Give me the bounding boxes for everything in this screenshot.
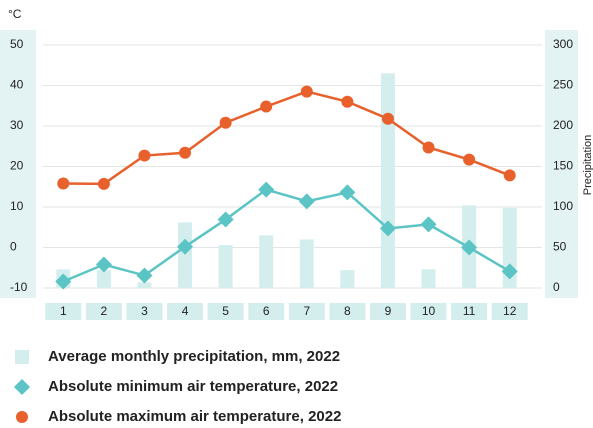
x-tick-label: 6 (263, 304, 270, 318)
y2-tick-label: 50 (553, 240, 567, 254)
circle-marker (300, 85, 313, 98)
diamond-marker (461, 239, 478, 256)
circle-marker (138, 149, 151, 162)
diamond-marker (217, 211, 234, 228)
x-tick-label: 7 (303, 304, 310, 318)
bar (340, 270, 355, 288)
bar (218, 245, 233, 288)
x-tick-box (451, 303, 488, 320)
diamond-marker (95, 256, 112, 273)
line (63, 90, 511, 186)
x-tick-label: 10 (422, 304, 436, 318)
y-tick-label: 30 (10, 118, 24, 132)
circle-marker (341, 95, 354, 108)
y2-tick-label: 200 (553, 118, 573, 132)
x-tick-box (288, 303, 325, 320)
line (62, 188, 511, 283)
bar (259, 235, 274, 288)
x-tick-box (167, 303, 204, 320)
bar (137, 282, 152, 288)
x-tick-box (248, 303, 285, 320)
bar (421, 269, 436, 288)
y-tick-label: 50 (10, 37, 24, 51)
diamond-marker (55, 273, 72, 290)
y2-tick-label: 150 (553, 159, 573, 173)
x-tick-box (126, 303, 163, 320)
diamond-marker (420, 216, 437, 233)
diamond-marker (379, 220, 396, 237)
circle-marker (57, 177, 70, 190)
x-tick-box (491, 303, 528, 320)
x-tick-box (207, 303, 244, 320)
x-tick-label: 1 (60, 304, 67, 318)
diamond-marker (501, 263, 518, 280)
x-tick-box (45, 303, 82, 320)
x-tick-label: 2 (101, 304, 108, 318)
y2-axis-label: Precipitation (582, 135, 593, 196)
bar (299, 239, 314, 288)
diamond-marker (136, 267, 153, 284)
x-tick-box (85, 303, 122, 320)
legend-label: Average monthly precipitation, mm, 2022 (48, 348, 340, 365)
x-tick-label: 9 (385, 304, 392, 318)
x-tick-label: 12 (503, 304, 517, 318)
y-tick-label: 20 (10, 159, 24, 173)
circle-marker (260, 100, 273, 113)
circle-marker (97, 177, 110, 190)
y-tick-label: 10 (10, 199, 24, 213)
circle-marker (179, 146, 192, 159)
y2-tick-label: 250 (553, 78, 573, 92)
legend-swatch (15, 350, 29, 364)
bar (178, 222, 193, 288)
diamond-marker (177, 238, 194, 255)
x-tick-box (369, 303, 406, 320)
x-tick-box (329, 303, 366, 320)
circle-marker (463, 153, 476, 166)
legend-label: Absolute minimum air temperature, 2022 (48, 378, 338, 395)
x-tick-label: 3 (141, 304, 148, 318)
circle-marker (503, 169, 516, 182)
right-axis-panel (545, 30, 578, 298)
x-tick-box (410, 303, 447, 320)
x-tick-label: 11 (463, 304, 476, 318)
left-axis-panel (0, 30, 36, 298)
circle-marker (219, 116, 232, 129)
y-tick-label: -10 (10, 280, 28, 294)
circle-marker (381, 112, 394, 125)
y2-tick-label: 0 (553, 280, 560, 294)
y-axis-label: °C (8, 7, 22, 21)
bar (96, 270, 111, 288)
y-tick-label: 40 (10, 78, 24, 92)
y2-tick-label: 300 (553, 37, 573, 51)
y-tick-label: 0 (10, 240, 17, 254)
diamond-marker (339, 184, 356, 201)
diamond-marker (298, 193, 315, 210)
x-tick-label: 8 (344, 304, 351, 318)
legend-swatch (16, 411, 28, 423)
x-tick-label: 5 (222, 304, 229, 318)
legend-swatch (14, 379, 30, 395)
bar (380, 73, 395, 288)
diamond-marker (258, 181, 275, 198)
circle-marker (422, 141, 435, 154)
x-tick-label: 4 (182, 304, 189, 318)
legend-label: Absolute maximum air temperature, 2022 (48, 408, 341, 425)
y2-tick-label: 100 (553, 199, 573, 213)
